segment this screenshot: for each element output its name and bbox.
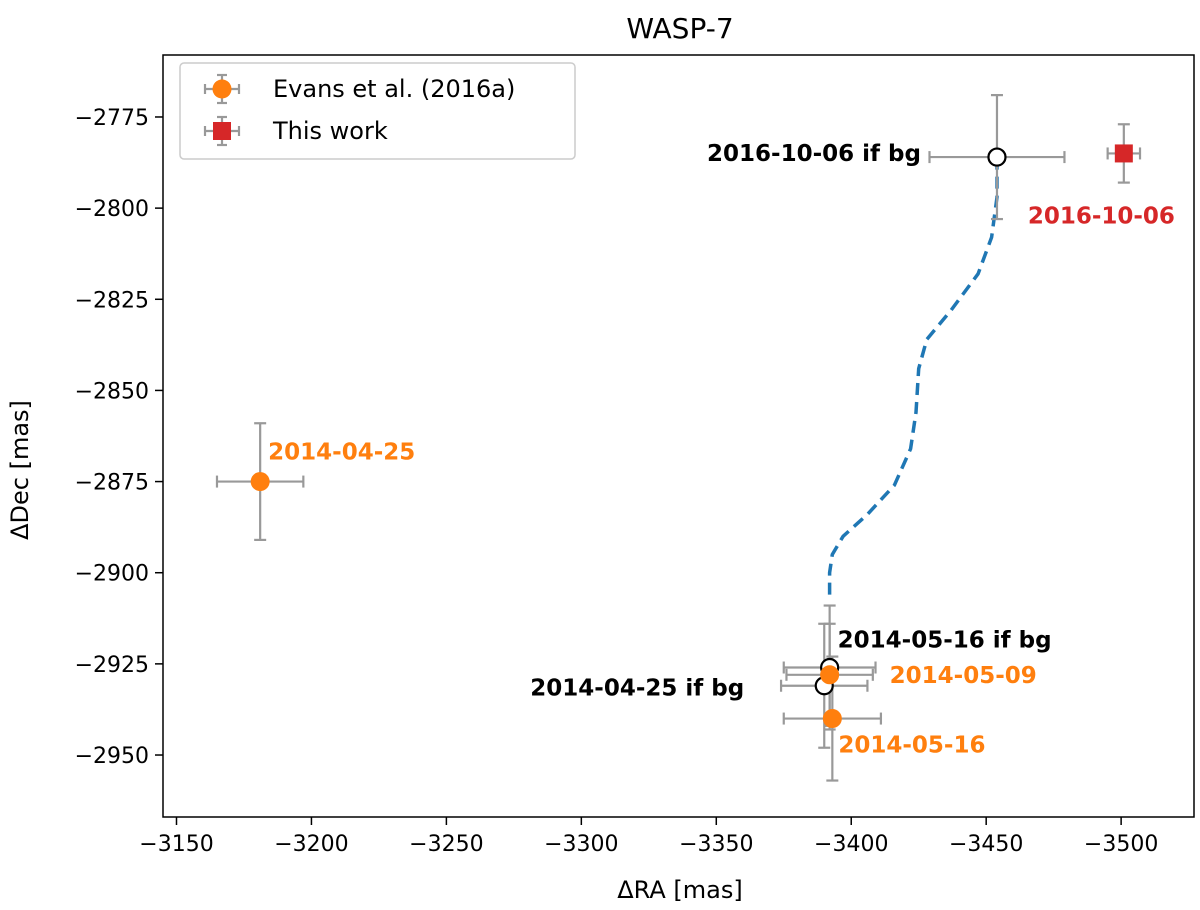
legend-circle-marker [212,79,232,99]
annotation-label: 2014-04-25 if bg [530,676,744,702]
annotation-label: 2016-10-06 if bg [707,141,921,167]
evans-marker [822,709,842,729]
chart-title: WASP-7 [626,12,733,45]
y-tick-label: −2950 [75,744,149,769]
legend-label: This work [272,117,388,145]
evans-marker [820,665,840,685]
x-tick-label: −3500 [1084,832,1158,857]
annotation-label: 2014-05-16 [838,733,985,759]
y-tick-label: −2825 [75,288,149,313]
y-axis-label: ΔDec [mas] [6,400,34,540]
legend-label: Evans et al. (2016a) [273,75,515,103]
x-axis-label: ΔRA [mas] [617,876,742,904]
plot-frame [162,54,1195,818]
y-tick-label: −2775 [75,106,149,131]
x-tick-label: −3300 [544,832,618,857]
y-tick-label: −2875 [75,471,149,496]
background-track-line [827,157,999,595]
y-tick-label: −2925 [75,653,149,678]
x-tick-label: −3350 [679,832,753,857]
legend-square-marker [213,122,231,140]
annotation-label: 2016-10-06 [1028,203,1175,229]
bg-prediction-marker [987,147,1007,167]
annotation-label: 2014-05-16 if bg [838,628,1052,654]
evans-marker [250,472,270,492]
annotation-label: 2014-04-25 [268,440,415,466]
x-tick-label: −3150 [139,832,213,857]
legend: Evans et al. (2016a) This work [179,62,576,160]
legend-box [179,62,576,160]
x-tick-label: −3450 [949,832,1023,857]
x-tick-label: −3200 [274,832,348,857]
legend-entry: Evans et al. (2016a) [203,73,515,105]
y-tick-label: −2900 [75,562,149,587]
legend-entry: This work [203,115,388,147]
this-work-marker [1114,144,1133,163]
y-tick-label: −2850 [75,379,149,404]
x-tick-label: −3250 [409,832,483,857]
annotation-label: 2014-05-09 [890,663,1037,689]
x-tick-label: −3400 [814,832,888,857]
y-tick-label: −2800 [75,197,149,222]
